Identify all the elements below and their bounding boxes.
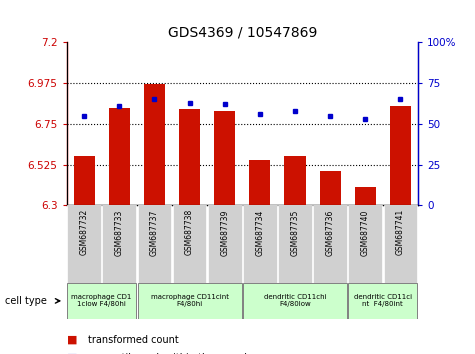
Bar	[249, 160, 270, 205]
Bar	[179, 109, 200, 205]
Text: macrophage CD11cint
F4/80hi: macrophage CD11cint F4/80hi	[151, 295, 228, 307]
Text: GSM687741: GSM687741	[396, 209, 405, 256]
Text: GSM687740: GSM687740	[361, 209, 370, 256]
Text: GSM687738: GSM687738	[185, 209, 194, 256]
Text: macrophage CD1
1clow F4/80hi: macrophage CD1 1clow F4/80hi	[71, 295, 132, 307]
Text: ■: ■	[66, 353, 77, 354]
FancyBboxPatch shape	[172, 205, 207, 283]
FancyBboxPatch shape	[208, 205, 242, 283]
FancyBboxPatch shape	[348, 205, 382, 283]
Text: transformed count: transformed count	[88, 335, 179, 345]
Bar	[285, 156, 305, 205]
Bar	[214, 111, 235, 205]
Text: ■: ■	[66, 335, 77, 345]
FancyBboxPatch shape	[67, 283, 136, 319]
Text: percentile rank within the sample: percentile rank within the sample	[88, 353, 253, 354]
Text: GSM687735: GSM687735	[291, 209, 299, 256]
FancyBboxPatch shape	[243, 283, 347, 319]
Text: GSM687732: GSM687732	[80, 209, 88, 256]
FancyBboxPatch shape	[67, 205, 101, 283]
Text: dendritic CD11ci
nt  F4/80int: dendritic CD11ci nt F4/80int	[354, 295, 412, 307]
FancyBboxPatch shape	[348, 283, 418, 319]
FancyBboxPatch shape	[383, 205, 418, 283]
FancyBboxPatch shape	[243, 205, 277, 283]
Bar	[355, 187, 376, 205]
FancyBboxPatch shape	[313, 205, 347, 283]
Text: GSM687733: GSM687733	[115, 209, 124, 256]
Bar	[390, 106, 411, 205]
Bar	[320, 171, 341, 205]
Title: GDS4369 / 10547869: GDS4369 / 10547869	[168, 26, 317, 40]
Text: GSM687737: GSM687737	[150, 209, 159, 256]
Bar	[74, 156, 95, 205]
Bar	[109, 108, 130, 205]
Bar	[144, 84, 165, 205]
FancyBboxPatch shape	[102, 205, 136, 283]
Text: dendritic CD11chi
F4/80low: dendritic CD11chi F4/80low	[264, 295, 326, 307]
Text: GSM687736: GSM687736	[326, 209, 334, 256]
Text: GSM687734: GSM687734	[256, 209, 264, 256]
FancyBboxPatch shape	[137, 283, 242, 319]
FancyBboxPatch shape	[137, 205, 171, 283]
Text: cell type: cell type	[5, 296, 47, 306]
FancyBboxPatch shape	[278, 205, 312, 283]
Text: GSM687739: GSM687739	[220, 209, 229, 256]
